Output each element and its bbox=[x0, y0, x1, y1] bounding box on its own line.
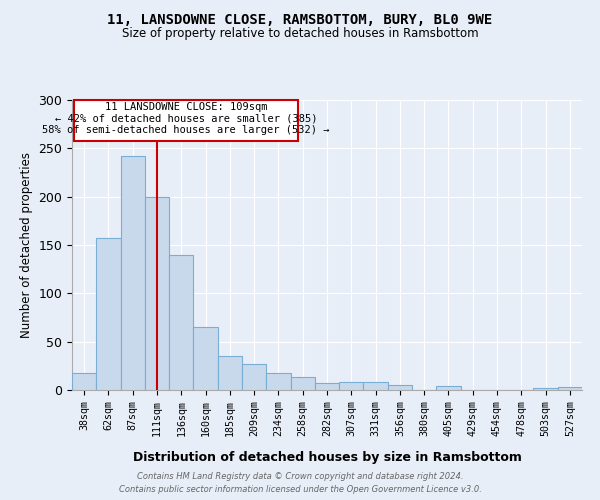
Bar bbox=[290, 378, 315, 390]
Text: 11 LANSDOWNE CLOSE: 109sqm: 11 LANSDOWNE CLOSE: 109sqm bbox=[105, 102, 268, 112]
Bar bbox=[266, 372, 290, 390]
Text: ← 42% of detached houses are smaller (385): ← 42% of detached houses are smaller (38… bbox=[55, 114, 317, 124]
Text: Distribution of detached houses by size in Ramsbottom: Distribution of detached houses by size … bbox=[133, 451, 521, 464]
Text: 11, LANSDOWNE CLOSE, RAMSBOTTOM, BURY, BL0 9WE: 11, LANSDOWNE CLOSE, RAMSBOTTOM, BURY, B… bbox=[107, 12, 493, 26]
Text: 58% of semi-detached houses are larger (532) →: 58% of semi-detached houses are larger (… bbox=[43, 125, 330, 135]
Bar bbox=[388, 385, 412, 390]
Bar bbox=[145, 196, 169, 390]
Bar bbox=[315, 383, 339, 390]
Bar bbox=[218, 356, 242, 390]
Bar bbox=[339, 382, 364, 390]
FancyBboxPatch shape bbox=[74, 100, 298, 140]
Bar bbox=[533, 388, 558, 390]
Bar bbox=[242, 364, 266, 390]
Bar bbox=[72, 372, 96, 390]
Text: Size of property relative to detached houses in Ramsbottom: Size of property relative to detached ho… bbox=[122, 28, 478, 40]
Bar bbox=[558, 387, 582, 390]
Text: Contains HM Land Registry data © Crown copyright and database right 2024.
Contai: Contains HM Land Registry data © Crown c… bbox=[119, 472, 481, 494]
Bar bbox=[169, 254, 193, 390]
Bar bbox=[193, 327, 218, 390]
Y-axis label: Number of detached properties: Number of detached properties bbox=[20, 152, 33, 338]
Bar bbox=[96, 238, 121, 390]
Bar bbox=[121, 156, 145, 390]
Bar bbox=[364, 382, 388, 390]
Bar bbox=[436, 386, 461, 390]
